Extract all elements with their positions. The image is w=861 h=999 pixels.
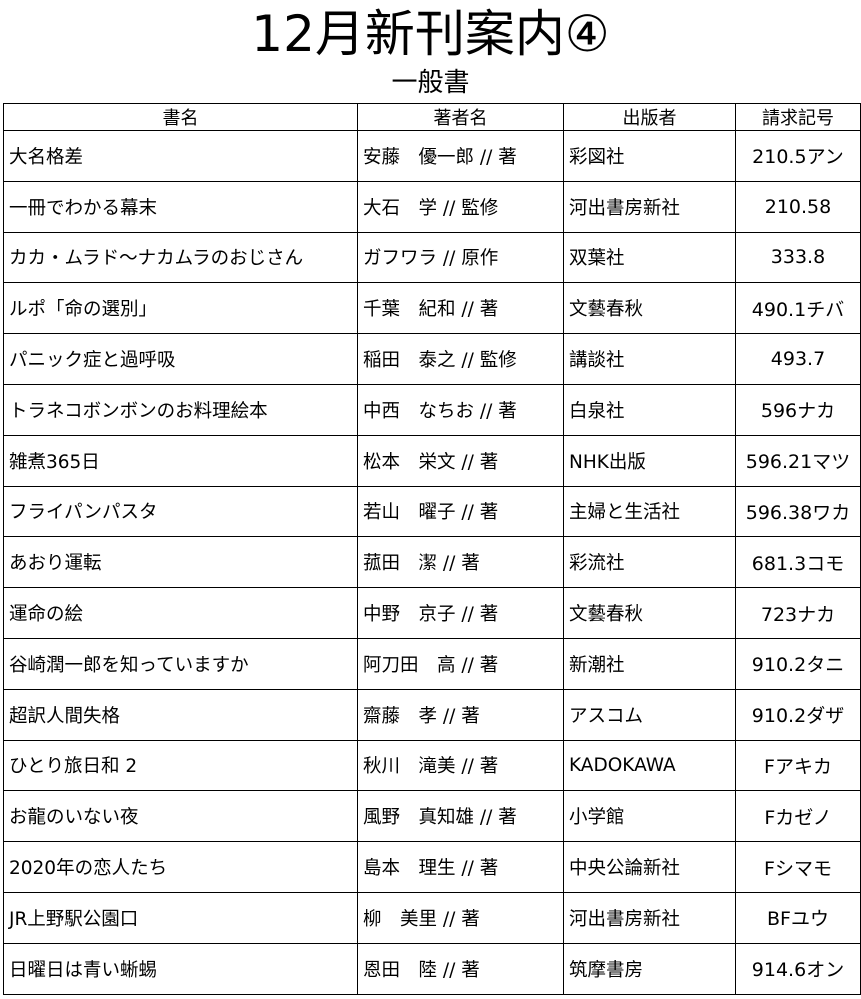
book-title: お龍のいない夜 bbox=[3, 790, 358, 843]
author: 安藤 優一郎 // 著 bbox=[357, 130, 564, 182]
section-subtitle: 一般書 bbox=[391, 68, 470, 98]
call-number: Fカゼノ bbox=[735, 790, 861, 843]
author: ガフワラ // 原作 bbox=[357, 231, 564, 284]
publisher: 彩図社 bbox=[563, 130, 736, 182]
header-title: 書名 bbox=[3, 103, 358, 131]
new-books-table: 書名 著者名 出版者 請求記号 大名格差 安藤 優一郎 // 著彩図社 210.5ア… bbox=[3, 103, 861, 995]
author: 風野 真知雄 // 著 bbox=[357, 790, 564, 843]
publisher: アスコム bbox=[563, 688, 736, 741]
book-title: ルポ「命の選別」 bbox=[3, 282, 358, 335]
author: 秋川 滝美 // 著 bbox=[357, 739, 564, 792]
author: 千葉 紀和 // 著 bbox=[357, 282, 564, 335]
book-title: カカ・ムラド～ナカムラのおじさん bbox=[3, 231, 358, 284]
call-number: 914.6オン bbox=[735, 942, 861, 995]
table-row: 大名格差 安藤 優一郎 // 著彩図社 210.5アン bbox=[3, 130, 861, 182]
call-number: BFユウ bbox=[735, 891, 861, 944]
table-row: あおり運転 菰田 潔 // 著彩流社 681.3コモ bbox=[3, 536, 861, 589]
book-title: ひとり旅日和 2 bbox=[3, 739, 358, 792]
book-title: フライパンパスタ bbox=[3, 485, 358, 538]
page-title: 12月新刊案内④ bbox=[251, 5, 610, 63]
publisher: 講談社 bbox=[563, 333, 736, 385]
publisher: 白泉社 bbox=[563, 383, 736, 436]
call-number: 210.5アン bbox=[735, 130, 861, 182]
publisher: 新潮社 bbox=[563, 637, 736, 690]
table-row: 一冊でわかる幕末 大石 学 // 監修 河出書房新社 210.58 bbox=[3, 180, 861, 233]
table-row: 谷崎潤一郎を知っていますか 阿刀田 高 // 著新潮社 910.2タニ bbox=[3, 637, 861, 690]
call-number: 910.2タニ bbox=[735, 637, 861, 690]
author: 大石 学 // 監修 bbox=[357, 180, 564, 233]
call-number: 210.58 bbox=[735, 180, 861, 233]
call-number: 681.3コモ bbox=[735, 536, 861, 589]
table-row: トラネコボンボンのお料理絵本 中西 なちお // 著白泉社 596ナカ bbox=[3, 383, 861, 436]
publisher: 筑摩書房 bbox=[563, 942, 736, 995]
author: 菰田 潔 // 著 bbox=[357, 536, 564, 589]
book-title: 超訳人間失格 bbox=[3, 688, 358, 741]
publisher: 文藝春秋 bbox=[563, 587, 736, 639]
call-number: 596ナカ bbox=[735, 383, 861, 436]
header-publisher: 出版者 bbox=[563, 103, 736, 131]
call-number: 596.38ワカ bbox=[735, 485, 861, 538]
call-number: 723ナカ bbox=[735, 587, 861, 639]
author: 松本 栄文 // 著 bbox=[357, 434, 564, 487]
call-number: 910.2ダザ bbox=[735, 688, 861, 741]
call-number: 493.7 bbox=[735, 333, 861, 385]
table-row: カカ・ムラド～ナカムラのおじさん ガフワラ // 原作 双葉社 333.8 bbox=[3, 231, 861, 284]
book-title: JR上野駅公園口 bbox=[3, 891, 358, 944]
table-row: 運命の絵 中野 京子 // 著文藝春秋 723ナカ bbox=[3, 587, 861, 639]
header-call-number: 請求記号 bbox=[735, 103, 861, 131]
book-title: あおり運転 bbox=[3, 536, 358, 589]
publisher: KADOKAWA bbox=[563, 739, 736, 792]
publisher: 主婦と生活社 bbox=[563, 485, 736, 538]
author: 齋藤 孝 // 著 bbox=[357, 688, 564, 741]
call-number: Fシマモ bbox=[735, 841, 861, 893]
table-row: 超訳人間失格 齋藤 孝 // 著アスコム 910.2ダザ bbox=[3, 688, 861, 741]
table-row: フライパンパスタ 若山 曜子 // 著主婦と生活社 596.38ワカ bbox=[3, 485, 861, 538]
publisher: NHK出版 bbox=[563, 434, 736, 487]
author: 柳 美里 // 著 bbox=[357, 891, 564, 944]
author: 若山 曜子 // 著 bbox=[357, 485, 564, 538]
publisher: 河出書房新社 bbox=[563, 180, 736, 233]
table-row: 雑煮365日 松本 栄文 // 著 NHK出版 596.21マツ bbox=[3, 434, 861, 487]
book-title: 雑煮365日 bbox=[3, 434, 358, 487]
author: 中野 京子 // 著 bbox=[357, 587, 564, 639]
book-title: 2020年の恋人たち bbox=[3, 841, 358, 893]
table-row: 2020年の恋人たち 島本 理生 // 著中央公論新社 Fシマモ bbox=[3, 841, 861, 893]
table-row: お龍のいない夜 風野 真知雄 // 著小学館 Fカゼノ bbox=[3, 790, 861, 843]
book-title: 日曜日は青い蜥蜴 bbox=[3, 942, 358, 995]
publisher: 双葉社 bbox=[563, 231, 736, 284]
call-number: 333.8 bbox=[735, 231, 861, 284]
book-title: パニック症と過呼吸 bbox=[3, 333, 358, 385]
header-author: 著者名 bbox=[357, 103, 564, 131]
book-title: 大名格差 bbox=[3, 130, 358, 182]
call-number: 490.1チバ bbox=[735, 282, 861, 335]
table-row: ルポ「命の選別」 千葉 紀和 // 著文藝春秋 490.1チバ bbox=[3, 282, 861, 335]
author: 中西 なちお // 著 bbox=[357, 383, 564, 436]
publisher: 彩流社 bbox=[563, 536, 736, 589]
table-row: パニック症と過呼吸 稲田 泰之 // 監修 講談社 493.7 bbox=[3, 333, 861, 385]
table-row: JR上野駅公園口柳 美里 // 著河出書房新社 BFユウ bbox=[3, 891, 861, 944]
book-title: 一冊でわかる幕末 bbox=[3, 180, 358, 233]
book-title: 谷崎潤一郎を知っていますか bbox=[3, 637, 358, 690]
table-header-row: 書名 著者名 出版者 請求記号 bbox=[3, 103, 861, 131]
author: 阿刀田 高 // 著 bbox=[357, 637, 564, 690]
author: 島本 理生 // 著 bbox=[357, 841, 564, 893]
author: 稲田 泰之 // 監修 bbox=[357, 333, 564, 385]
table-row: 日曜日は青い蜥蜴 恩田 陸 // 著筑摩書房 914.6オン bbox=[3, 942, 861, 995]
book-title: 運命の絵 bbox=[3, 587, 358, 639]
table-row: ひとり旅日和 2 秋川 滝美 // 著 KADOKAWA Fアキカ bbox=[3, 739, 861, 792]
publisher: 文藝春秋 bbox=[563, 282, 736, 335]
publisher: 河出書房新社 bbox=[563, 891, 736, 944]
book-title: トラネコボンボンのお料理絵本 bbox=[3, 383, 358, 436]
publisher: 中央公論新社 bbox=[563, 841, 736, 893]
publisher: 小学館 bbox=[563, 790, 736, 843]
call-number: 596.21マツ bbox=[735, 434, 861, 487]
call-number: Fアキカ bbox=[735, 739, 861, 792]
author: 恩田 陸 // 著 bbox=[357, 942, 564, 995]
